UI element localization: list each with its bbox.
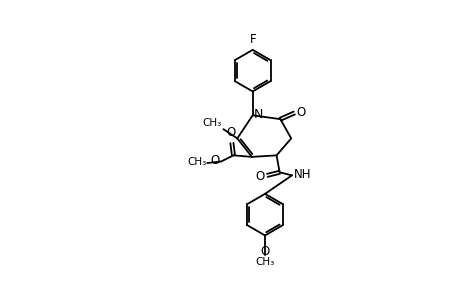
Text: N: N <box>254 108 263 121</box>
Text: CH₃: CH₃ <box>202 118 221 128</box>
Text: CH₃: CH₃ <box>255 257 274 267</box>
Text: O: O <box>210 154 219 167</box>
Text: O: O <box>254 169 263 183</box>
Text: O: O <box>296 106 305 119</box>
Text: F: F <box>249 33 256 46</box>
Text: O: O <box>260 245 269 258</box>
Text: CH₃: CH₃ <box>187 157 206 167</box>
Text: NH: NH <box>293 168 310 181</box>
Text: O: O <box>226 126 235 139</box>
